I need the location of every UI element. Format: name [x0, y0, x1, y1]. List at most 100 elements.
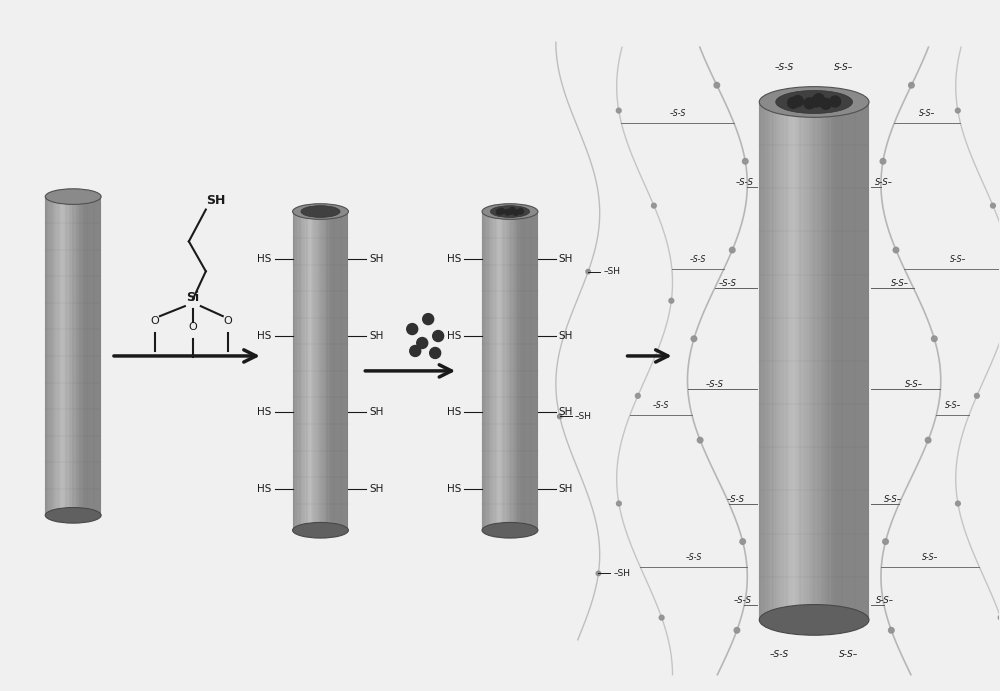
Bar — [489, 211, 490, 530]
Circle shape — [616, 501, 621, 506]
Bar — [781, 102, 784, 620]
Bar — [344, 211, 346, 530]
Bar — [326, 211, 327, 530]
Bar — [58, 197, 59, 515]
Ellipse shape — [776, 91, 853, 113]
Text: –S-S: –S-S — [670, 109, 686, 118]
Bar — [76, 197, 77, 515]
Bar — [86, 197, 87, 515]
Text: S-S–: S-S– — [834, 63, 854, 72]
Ellipse shape — [490, 206, 530, 218]
Bar — [530, 211, 531, 530]
Bar — [831, 102, 833, 620]
Text: S-S–: S-S– — [922, 553, 939, 562]
Ellipse shape — [759, 86, 869, 117]
Bar — [340, 211, 341, 530]
Circle shape — [433, 330, 444, 341]
Bar — [79, 197, 80, 515]
Bar — [321, 211, 322, 530]
Bar — [507, 211, 509, 530]
Circle shape — [804, 98, 815, 109]
Bar — [84, 197, 86, 515]
Bar — [531, 211, 532, 530]
Text: –SH: –SH — [613, 569, 630, 578]
Circle shape — [811, 96, 822, 107]
Bar — [536, 211, 538, 530]
Bar — [334, 211, 336, 530]
Bar — [485, 211, 486, 530]
Circle shape — [889, 627, 894, 633]
Circle shape — [998, 615, 1000, 620]
Circle shape — [893, 247, 899, 253]
Bar — [73, 197, 75, 515]
Text: O: O — [151, 316, 159, 326]
Bar — [347, 211, 348, 530]
Bar — [301, 211, 302, 530]
Text: –S-S: –S-S — [706, 381, 724, 390]
Bar — [322, 211, 323, 530]
Text: –S-S: –S-S — [719, 279, 737, 288]
Bar — [98, 197, 100, 515]
Bar — [492, 211, 493, 530]
Bar — [506, 211, 507, 530]
Bar — [330, 211, 332, 530]
Text: HS: HS — [257, 407, 272, 417]
Bar — [312, 211, 314, 530]
Circle shape — [659, 615, 664, 620]
Circle shape — [616, 108, 621, 113]
Text: SH: SH — [369, 254, 384, 265]
Bar — [311, 211, 312, 530]
Bar — [63, 197, 65, 515]
Bar — [496, 211, 497, 530]
Bar — [517, 211, 518, 530]
Circle shape — [813, 94, 824, 105]
Bar — [307, 211, 308, 530]
Bar — [329, 211, 330, 530]
Text: –S-S: –S-S — [734, 596, 752, 605]
Bar — [323, 211, 325, 530]
Bar — [850, 102, 853, 620]
Bar — [535, 211, 536, 530]
Bar — [62, 197, 63, 515]
Bar — [82, 197, 83, 515]
Bar — [820, 102, 822, 620]
Bar — [48, 197, 49, 515]
Circle shape — [909, 82, 914, 88]
Circle shape — [586, 269, 590, 274]
Bar — [293, 211, 294, 530]
Bar — [500, 211, 502, 530]
Text: O: O — [223, 316, 232, 326]
Bar — [770, 102, 773, 620]
Bar — [509, 211, 510, 530]
Bar — [295, 211, 297, 530]
Text: –S-S: –S-S — [775, 63, 794, 72]
Bar — [792, 102, 795, 620]
Bar — [300, 211, 301, 530]
Bar — [787, 102, 789, 620]
Bar — [100, 197, 101, 515]
Bar — [54, 197, 55, 515]
Bar — [318, 211, 319, 530]
Bar — [778, 102, 781, 620]
Bar — [302, 211, 304, 530]
Bar — [510, 211, 511, 530]
Text: SH: SH — [559, 484, 573, 494]
Bar — [493, 211, 495, 530]
Circle shape — [740, 539, 746, 545]
Bar — [332, 211, 333, 530]
Bar — [861, 102, 863, 620]
Ellipse shape — [293, 204, 348, 219]
Text: HS: HS — [257, 484, 272, 494]
Circle shape — [734, 627, 740, 633]
Bar — [844, 102, 847, 620]
Circle shape — [417, 337, 428, 348]
Circle shape — [513, 209, 519, 216]
Bar — [305, 211, 307, 530]
Bar — [789, 102, 792, 620]
Bar — [842, 102, 844, 620]
Circle shape — [955, 108, 960, 113]
Bar — [80, 197, 82, 515]
Bar — [89, 197, 90, 515]
Bar — [70, 197, 72, 515]
Bar — [809, 102, 811, 620]
